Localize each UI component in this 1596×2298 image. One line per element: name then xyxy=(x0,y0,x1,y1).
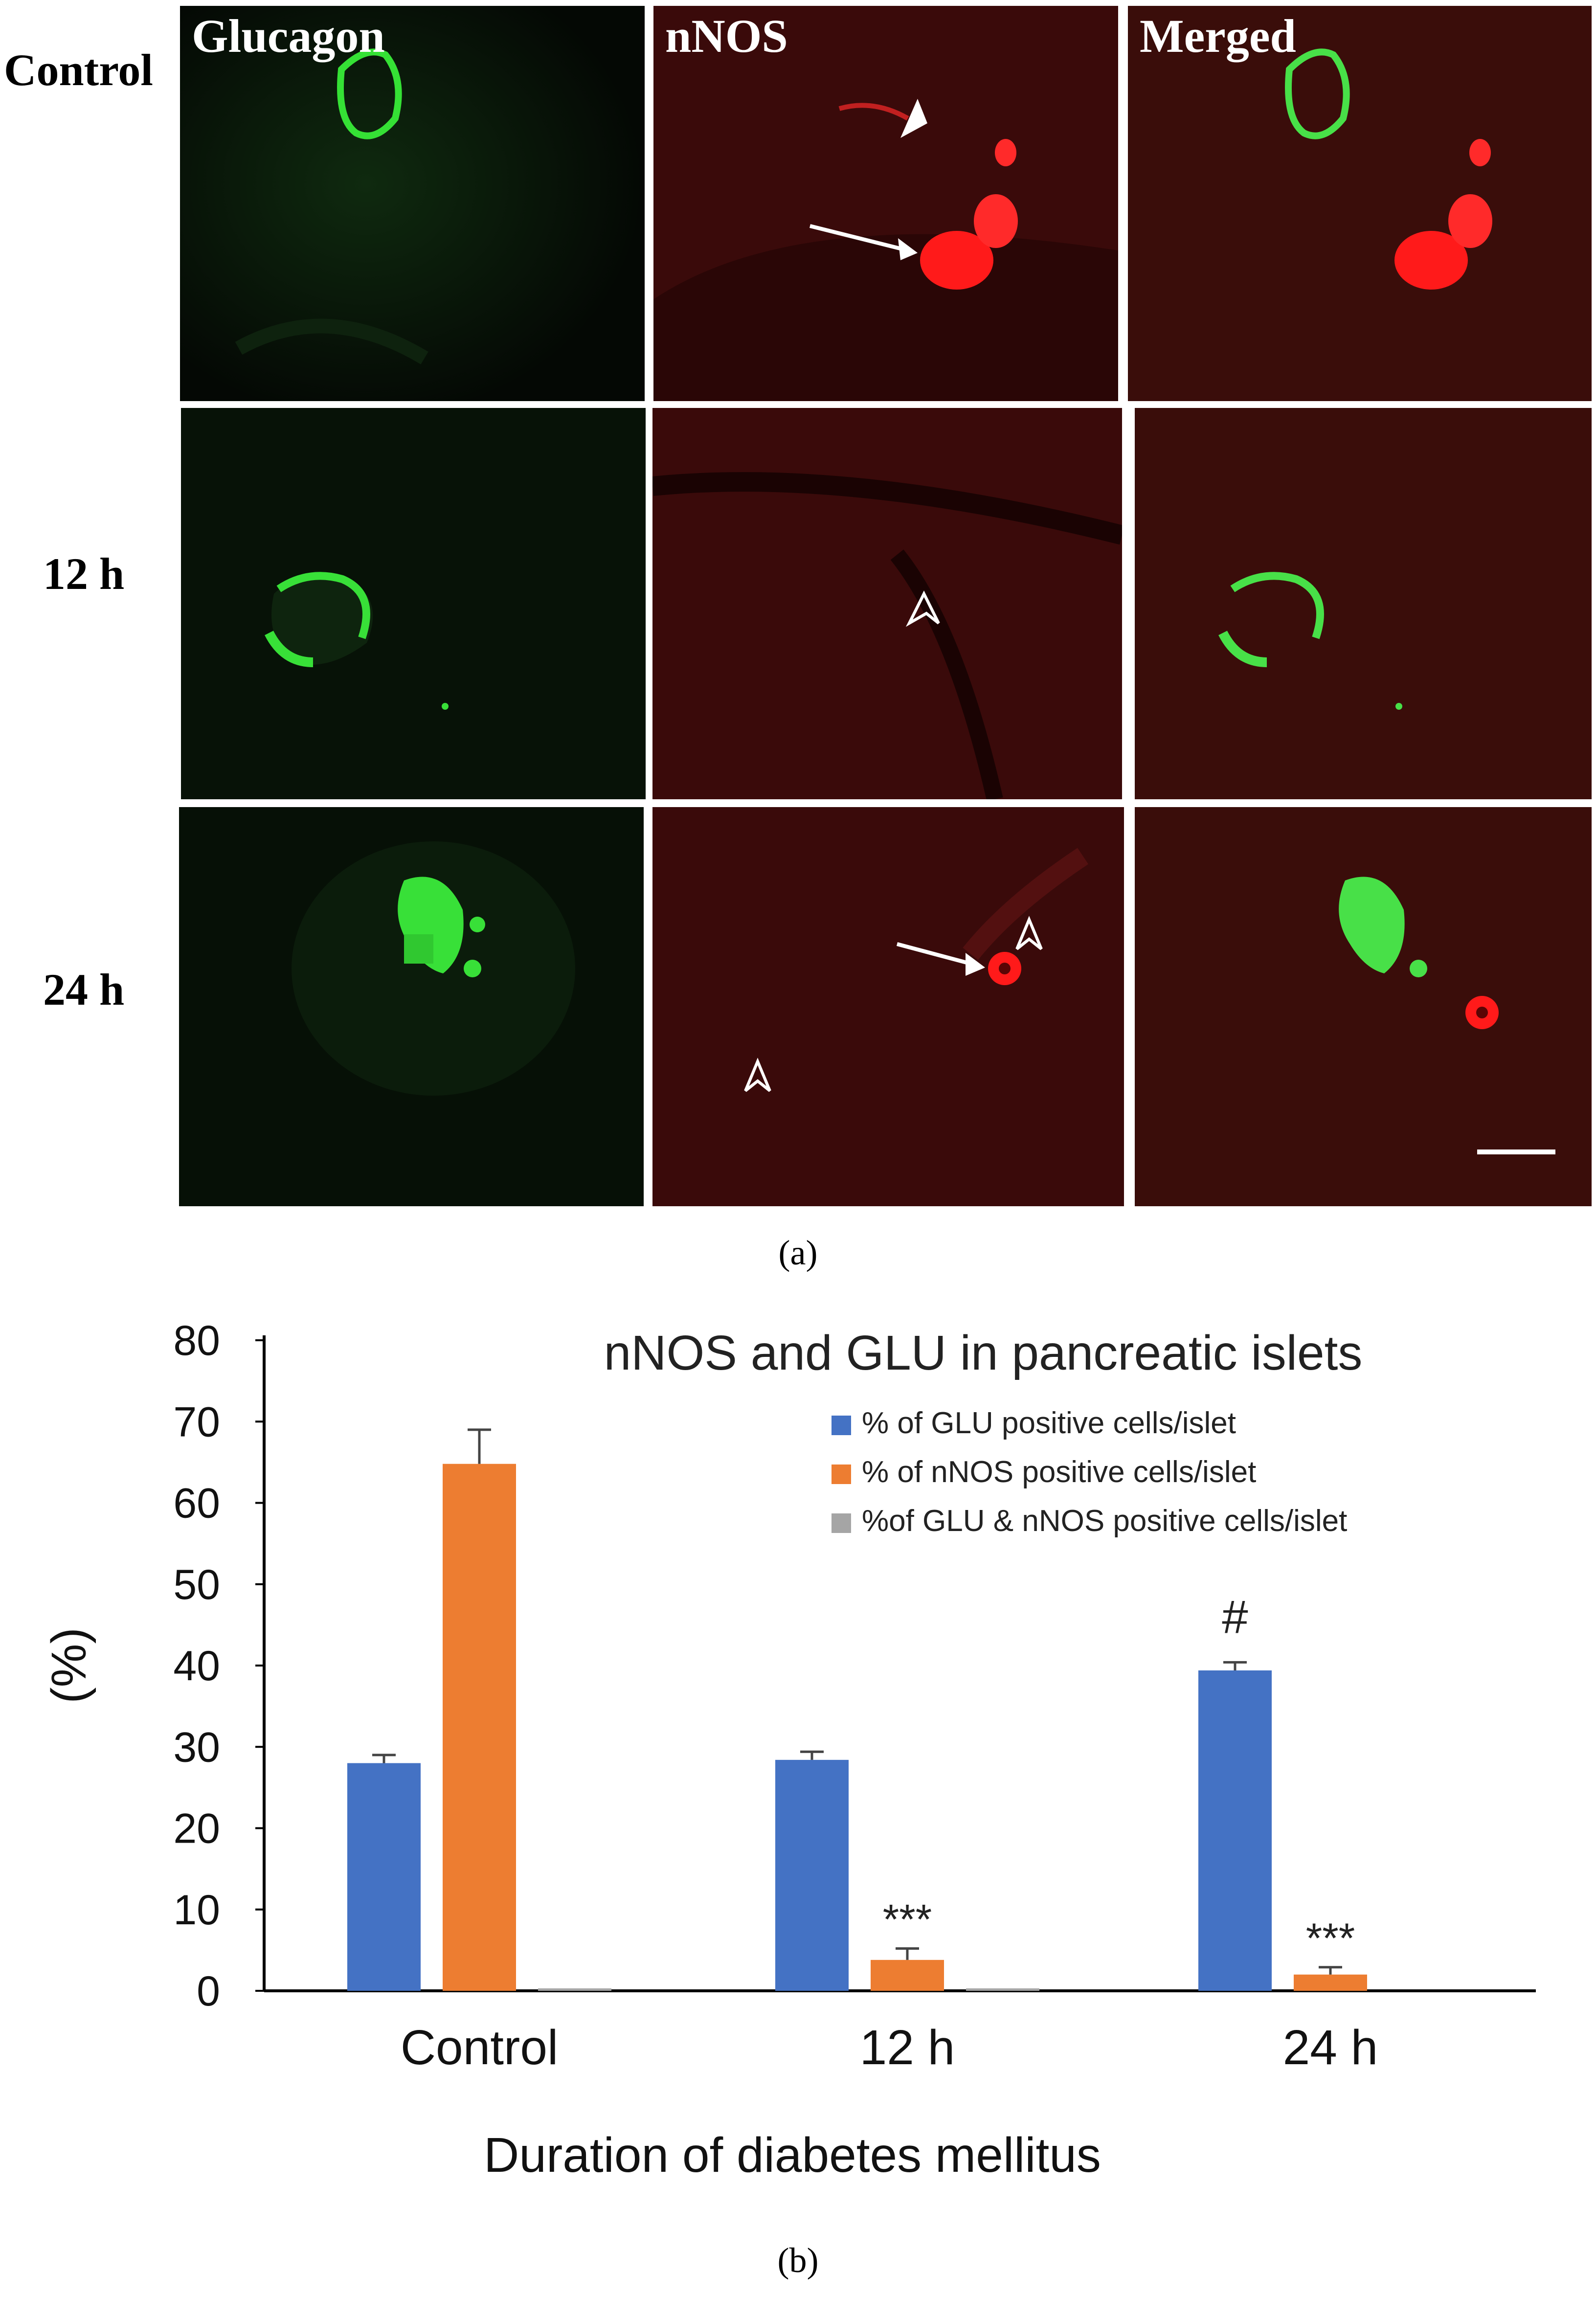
legend-swatch xyxy=(832,1464,851,1484)
bar xyxy=(1294,1974,1367,1991)
bar xyxy=(347,1763,421,1991)
row-label-24h: 24 h xyxy=(43,965,125,1014)
significance-marker: *** xyxy=(1306,1915,1355,1962)
x-tick-label: 12 h xyxy=(860,2020,955,2075)
micrograph-12h-merged xyxy=(1135,408,1592,799)
bar xyxy=(443,1464,516,1991)
x-tick-label: 24 h xyxy=(1283,2020,1378,2075)
legend-swatch xyxy=(832,1416,851,1435)
y-tick-label: 50 xyxy=(173,1561,220,1608)
y-tick-label: 80 xyxy=(173,1317,220,1364)
y-tick-label: 20 xyxy=(173,1805,220,1852)
bar xyxy=(1198,1670,1272,1991)
micrograph-24h-merged xyxy=(1135,807,1592,1206)
column-title-nnos: nNOS xyxy=(665,10,788,62)
micrograph-24h-glucagon xyxy=(179,807,644,1206)
significance-marker: *** xyxy=(883,1896,932,1943)
legend-entry: %of GLU & nNOS positive cells/islet xyxy=(862,1504,1347,1538)
y-tick-label: 60 xyxy=(173,1480,220,1527)
micrograph-panel: Control 12 h 24 h Glucagon nNOS xyxy=(4,6,1592,1272)
significance-marker: # xyxy=(1222,1591,1248,1643)
y-tick-label: 30 xyxy=(173,1724,220,1771)
y-tick-label: 70 xyxy=(173,1398,220,1445)
x-tick-label: Control xyxy=(401,2020,558,2075)
caption-a: (a) xyxy=(778,1233,818,1272)
y-tick-label: 0 xyxy=(197,1968,220,2015)
micrograph-12h-glucagon xyxy=(181,408,646,799)
legend-swatch xyxy=(832,1513,851,1533)
caption-b: (b) xyxy=(777,2241,819,2280)
y-axis-label: (%) xyxy=(42,1627,96,1704)
micrograph-control-glucagon: Glucagon xyxy=(180,6,645,401)
micrograph-control-merged: Merged xyxy=(1128,6,1592,401)
chart-title: nNOS and GLU in pancreatic islets xyxy=(604,1326,1363,1380)
x-axis-label: Duration of diabetes mellitus xyxy=(484,2128,1101,2183)
y-tick-label: 10 xyxy=(173,1887,220,1934)
column-title-merged: Merged xyxy=(1140,10,1296,62)
micrograph-control-nnos: nNOS xyxy=(653,6,1118,401)
legend-entry: % of nNOS positive cells/islet xyxy=(862,1455,1256,1489)
bar xyxy=(775,1759,849,1991)
y-tick-label: 40 xyxy=(173,1643,220,1690)
bar xyxy=(871,1960,944,1991)
row-label-control: Control xyxy=(4,45,153,95)
bar xyxy=(538,1988,611,1991)
legend-entry: % of GLU positive cells/islet xyxy=(862,1406,1236,1440)
bar xyxy=(966,1988,1039,1991)
row-label-12h: 12 h xyxy=(43,549,125,599)
column-title-glucagon: Glucagon xyxy=(192,10,385,62)
bar-chart: 0 10 20 30 40 50 60 70 80 (%) nNOS and GLU in panc… xyxy=(42,1317,1536,2183)
micrograph-12h-nnos xyxy=(652,408,1122,799)
bar-chart-panel: 0 10 20 30 40 50 60 70 80 (%) nNOS and GLU in panc… xyxy=(0,1291,1596,2221)
scale-bar xyxy=(1477,1149,1555,1154)
micrograph-24h-nnos xyxy=(652,807,1124,1206)
